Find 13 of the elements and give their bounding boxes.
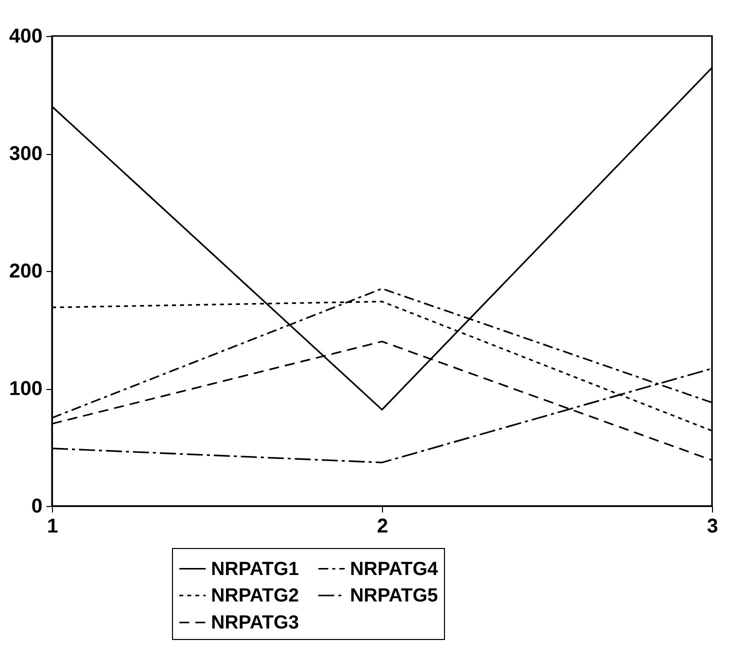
legend-label: NRPATG1 [211, 558, 300, 580]
x-tick-label: 1 [46, 516, 58, 538]
legend-label: NRPATG4 [350, 558, 438, 580]
legend-label: NRPATG3 [211, 612, 299, 634]
x-tick-label: 2 [376, 516, 388, 538]
y-tick-label: 300 [9, 143, 42, 165]
legend-label: NRPATG2 [211, 586, 299, 606]
legend-label: NRPATG5 [350, 586, 438, 606]
y-tick-label: 0 [31, 496, 42, 518]
y-tick-label: 200 [9, 260, 42, 282]
y-tick-label: 100 [9, 378, 42, 400]
x-tick-label: 3 [706, 516, 718, 538]
y-tick-label: 400 [9, 26, 42, 48]
